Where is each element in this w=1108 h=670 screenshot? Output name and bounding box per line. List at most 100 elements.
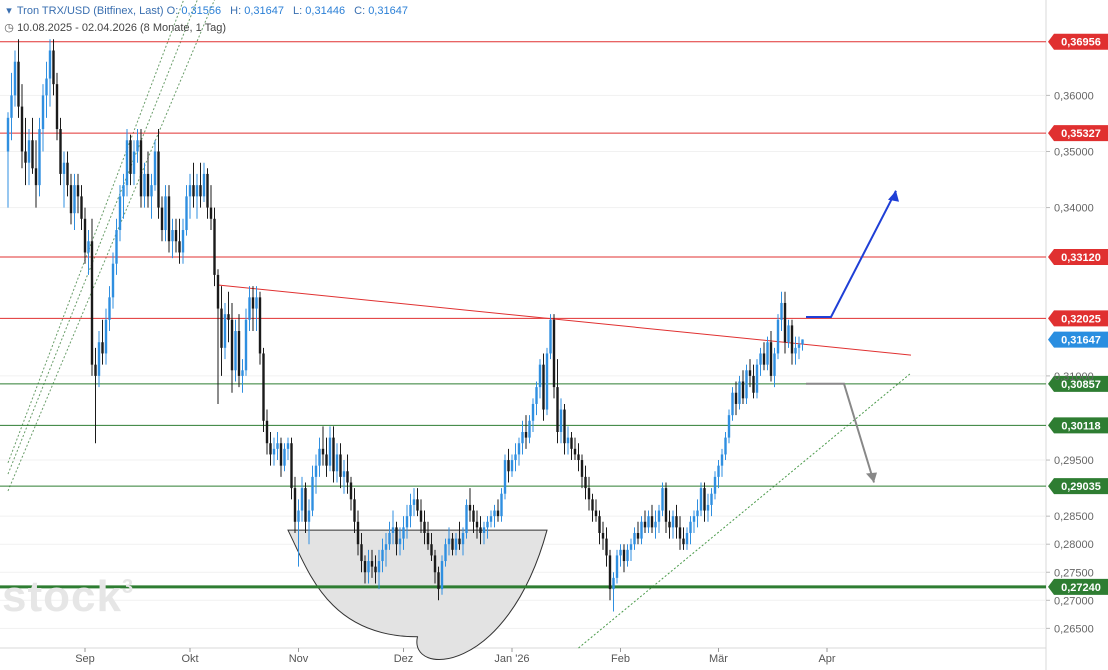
candle-body	[437, 572, 440, 590]
candle-body	[24, 151, 27, 163]
candle-body	[304, 488, 307, 522]
candle-body	[580, 460, 584, 477]
candle-body	[479, 527, 482, 533]
candle-body	[265, 420, 269, 444]
candle-body	[388, 532, 391, 545]
candle-body	[402, 527, 405, 539]
bullish-arrow	[806, 190, 897, 318]
candle-body	[143, 173, 146, 197]
candle-body	[640, 521, 643, 539]
candle-body	[759, 353, 762, 365]
candle-body	[598, 516, 601, 533]
candle-body	[132, 151, 136, 174]
candle-body	[80, 196, 83, 219]
candle-body	[27, 140, 31, 163]
candle-body	[573, 448, 577, 455]
candle-body	[447, 538, 451, 545]
candle-body	[290, 443, 293, 489]
candle-body	[353, 499, 356, 522]
cup-pattern	[287, 529, 548, 660]
candle-body	[220, 308, 223, 348]
candle-body	[272, 448, 276, 455]
candle-body	[164, 196, 167, 231]
candle-body	[713, 476, 717, 494]
candle-body	[605, 538, 608, 556]
candle-body	[185, 196, 188, 231]
candle-body	[440, 561, 444, 590]
candle-body	[374, 566, 377, 573]
candle-body	[339, 454, 342, 477]
candle-body	[283, 448, 286, 466]
instrument-title[interactable]: Tron TRX/USD (Bitfinex, Last)	[16, 5, 164, 17]
y-tick-label: 0,26500	[1054, 623, 1094, 635]
date-range: ◷ 10.08.2025 - 02.04.2026 (8 Monate, 1 T…	[4, 21, 226, 34]
candle-body	[559, 409, 563, 432]
close-value: 0,31647	[368, 5, 408, 17]
cup-shape	[287, 529, 548, 660]
candle-body	[710, 493, 713, 505]
candle-body	[108, 297, 111, 320]
y-tick-label: 0,35000	[1054, 146, 1094, 158]
level-label-bg	[1048, 417, 1108, 434]
candle-body	[461, 532, 465, 545]
candle-body	[475, 521, 479, 528]
candle-body	[279, 443, 283, 466]
level-label-bg	[1048, 33, 1108, 50]
candle-body	[311, 476, 314, 511]
candle-body	[13, 61, 17, 96]
scenario-arrows	[806, 190, 899, 483]
high-value: 0,31647	[244, 5, 284, 17]
candle-body	[486, 521, 489, 528]
channel-line	[7, 0, 215, 492]
candle-body	[678, 527, 682, 539]
candle-body	[31, 140, 34, 169]
candle-body	[510, 460, 514, 472]
candle-body	[654, 521, 657, 528]
candle-body	[643, 521, 647, 528]
candle-body	[384, 544, 388, 550]
candle-body	[227, 314, 230, 320]
x-tick-label: Dez	[394, 653, 414, 665]
instrument-header: ▾ Tron TRX/USD (Bitfinex, Last) O: 0,315…	[4, 4, 408, 17]
y-tick-label: 0,28500	[1054, 511, 1094, 523]
low-value: 0,31446	[305, 5, 346, 17]
level-label-bg	[1048, 125, 1108, 142]
candle-body	[237, 331, 241, 376]
x-tick-label: Mär	[709, 653, 728, 665]
level-label: 0,30857	[1061, 379, 1101, 391]
candle-body	[776, 319, 780, 354]
candle-body	[325, 454, 328, 466]
candle-body	[717, 465, 720, 477]
y-tick-label: 0,29500	[1054, 455, 1094, 467]
candle-body	[118, 196, 122, 231]
x-tick-label: Okt	[181, 653, 198, 665]
candle-body	[111, 263, 115, 298]
candle-body	[188, 185, 192, 197]
candle-body	[262, 353, 265, 421]
candle-body	[664, 488, 668, 522]
resistance-trendline	[217, 284, 912, 356]
candle-body	[363, 561, 367, 573]
candle-body	[423, 521, 426, 533]
level-label: 0,36956	[1061, 37, 1101, 49]
clock-icon: ◷	[4, 22, 14, 34]
candle-body	[472, 510, 475, 522]
candle-body	[538, 364, 542, 388]
level-label-bg	[1048, 375, 1108, 392]
candle-body	[426, 532, 430, 545]
candle-body	[153, 151, 157, 186]
candle-body	[150, 185, 153, 197]
y-tick-label: 0,36000	[1054, 90, 1094, 102]
candle-body	[174, 230, 178, 242]
candle-body	[192, 185, 195, 197]
candle-body	[489, 516, 493, 522]
date-range-text: 10.08.2025 - 02.04.2026	[17, 22, 137, 34]
candle-body	[248, 297, 251, 320]
horizontal-levels: 0,36956 0,35327 0,33120 0,32025 0,31647 0,308…	[0, 33, 1108, 595]
chevron-down-icon[interactable]: ▾	[6, 5, 12, 17]
candle-body	[552, 319, 556, 388]
candle-body	[549, 319, 552, 354]
y-tick-label: 0,27500	[1054, 567, 1094, 579]
x-axis: Sep Okt Nov Dez Jan '26 Feb Mär Apr	[75, 648, 836, 665]
